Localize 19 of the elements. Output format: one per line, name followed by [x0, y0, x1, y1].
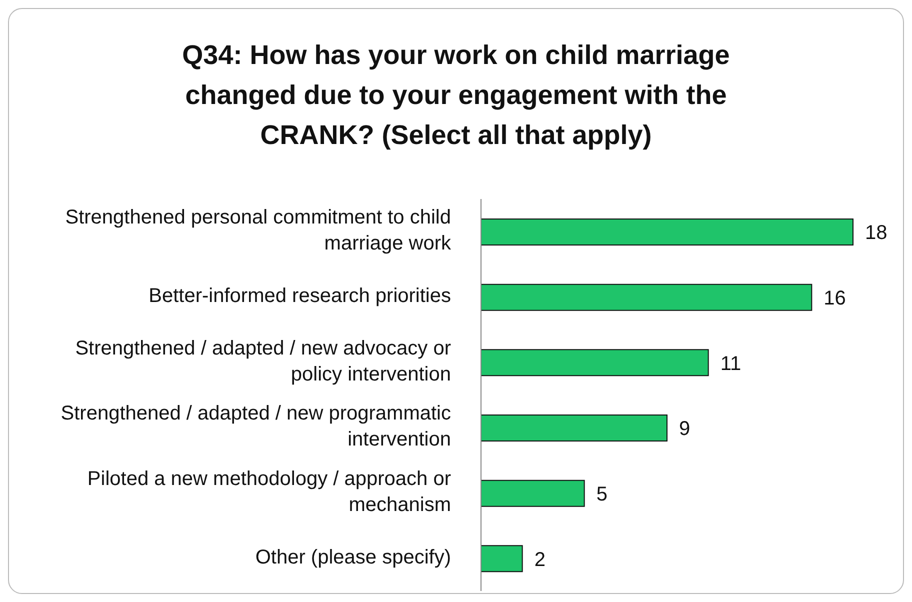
bar	[480, 414, 668, 442]
y-tick-label: Strengthened / adapted / new advocacy or policy intervention	[75, 338, 452, 386]
y-tick-label: Strengthened personal commitment to child marriage work	[65, 206, 452, 255]
bar	[480, 349, 709, 376]
chart-title: Q34: How has your work on child marriage changed due to your engagement with the CRANK? (Select all that apply)	[181, 39, 731, 152]
data-label: 9	[679, 418, 690, 440]
y-tick-label: Piloted a new methodology / approach or mechanism	[87, 468, 452, 516]
bar	[480, 545, 523, 572]
data-label: 2	[534, 548, 546, 571]
data-label: 18	[865, 222, 888, 244]
data-label: 5	[596, 483, 608, 506]
y-tick-label: Better-informed research priorities	[148, 285, 451, 308]
y-tick-label: Strengthened / adapted / new programmatic intervention	[60, 402, 451, 451]
data-label: 16	[824, 287, 846, 310]
bar	[480, 480, 585, 507]
bar	[480, 218, 854, 246]
y-tick-label: Other (please specify)	[255, 546, 451, 569]
data-label: 11	[720, 352, 742, 375]
bar	[480, 284, 812, 311]
